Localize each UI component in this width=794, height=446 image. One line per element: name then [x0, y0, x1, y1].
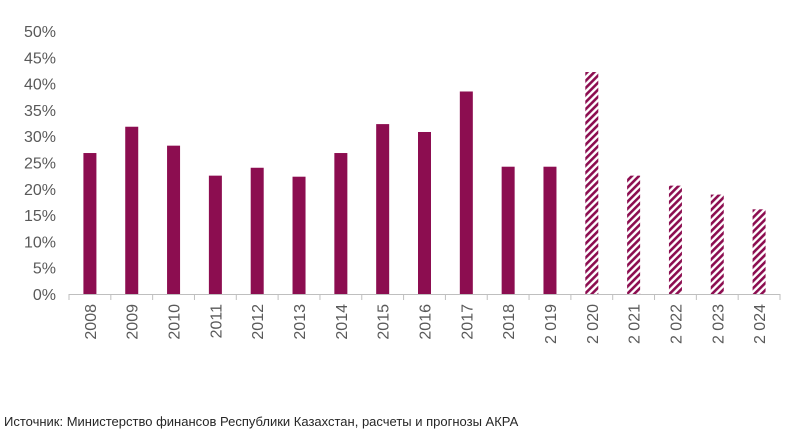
y-tick-label: 50% — [24, 24, 56, 41]
x-tick-label: 2013 — [292, 304, 309, 340]
forecast-bar — [710, 194, 724, 294]
bars — [83, 72, 766, 295]
y-tick-label: 15% — [24, 208, 56, 225]
data-bar — [334, 153, 348, 294]
x-tick-label: 2010 — [167, 304, 184, 340]
y-tick-label: 40% — [24, 77, 56, 94]
forecast-bar — [585, 72, 599, 294]
x-tick-label: 2 021 — [627, 304, 644, 344]
x-axis-ticks: 2008 2009 2010 2011 2012 2013 2014 2015 2016 2017… — [68, 294, 781, 344]
data-bar — [167, 145, 181, 294]
x-tick-label: 2017 — [459, 304, 476, 340]
data-bar — [83, 153, 97, 294]
x-tick-label: 2 022 — [668, 304, 685, 344]
x-tick-label: 2 024 — [752, 304, 769, 344]
y-tick-label: 35% — [24, 103, 56, 120]
x-tick-label: 2015 — [376, 304, 393, 340]
x-tick-label: 2 020 — [585, 304, 602, 344]
data-bar — [418, 131, 431, 294]
x-tick-label: 2014 — [334, 304, 351, 340]
x-tick-label: 2012 — [250, 304, 267, 340]
y-tick-label: 20% — [24, 182, 56, 199]
data-bar — [501, 166, 515, 294]
x-tick-label: 2008 — [83, 304, 100, 340]
data-bar — [376, 124, 390, 295]
forecast-bar — [627, 175, 641, 294]
y-tick-label: 45% — [24, 50, 56, 67]
y-tick-label: 10% — [24, 234, 56, 251]
x-tick-label: 2018 — [501, 304, 518, 340]
x-tick-label: 2016 — [418, 304, 435, 340]
x-tick-label: 2 023 — [710, 304, 727, 344]
y-tick-label: 30% — [24, 129, 56, 146]
y-tick-label: 25% — [24, 156, 56, 173]
y-axis-ticks: 0% 5% 10% 15% 20% 25% 30% 35% 40% 45% 50% — [24, 24, 56, 304]
data-bar — [459, 91, 473, 295]
source-note: Источник: Министерство финансов Республи… — [4, 414, 519, 429]
data-bar — [543, 166, 557, 294]
data-bar — [208, 175, 222, 294]
x-tick-label: 2 019 — [543, 304, 560, 344]
data-bar — [250, 167, 264, 294]
x-tick-label: 2011 — [208, 304, 225, 339]
forecast-bar — [668, 185, 682, 294]
data-bar — [292, 176, 306, 294]
y-tick-label: 5% — [33, 261, 56, 278]
forecast-bar — [752, 209, 766, 294]
x-tick-label: 2009 — [125, 304, 142, 340]
y-tick-label: 0% — [33, 287, 56, 304]
data-bar — [125, 126, 139, 295]
